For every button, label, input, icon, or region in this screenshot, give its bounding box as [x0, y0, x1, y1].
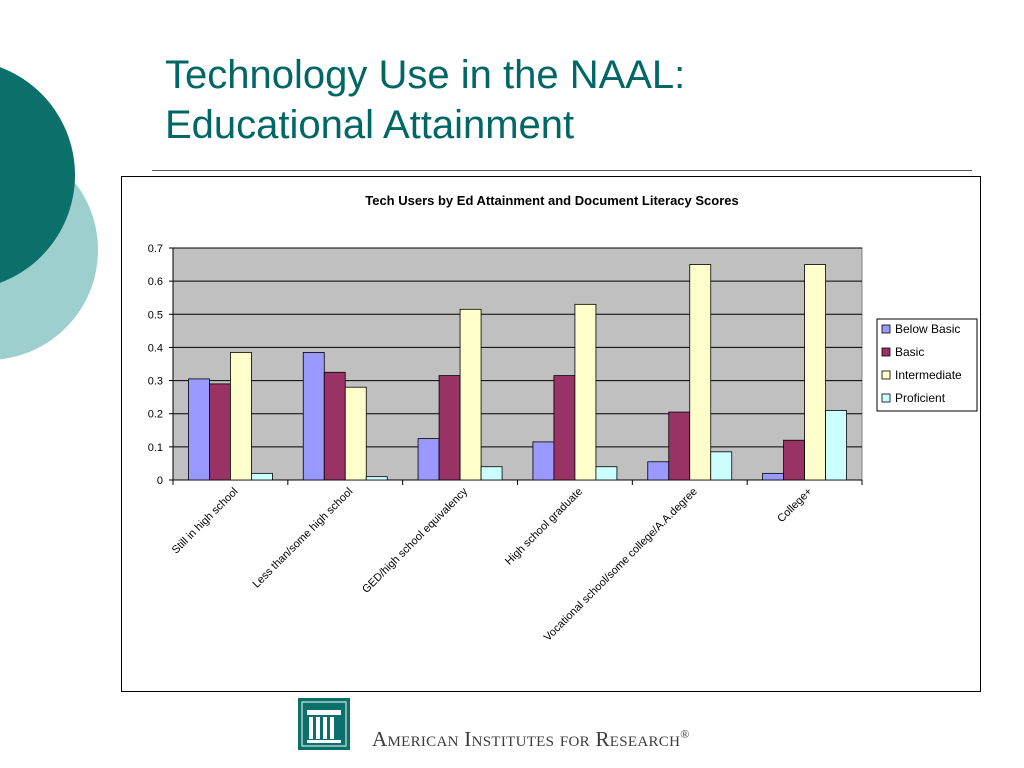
bar	[323, 371, 346, 481]
legend-swatch	[881, 324, 891, 334]
bar	[459, 308, 482, 481]
decorative-circles	[0, 67, 98, 360]
bar-chart: Tech Users by Ed Attainment and Document…	[148, 193, 978, 644]
y-tick-label: 0.2	[148, 409, 163, 421]
organization-name-text: American Institutes for Research	[372, 727, 681, 751]
chart-body: 0 0.1 0.2 0.3 0.4 0.5 0.6 0.7 Still in high scho…	[148, 243, 863, 644]
legend-label: Proficient	[895, 391, 946, 405]
legend-swatch	[881, 370, 891, 380]
x-tick-label: GED/high school equivalency	[360, 485, 470, 595]
x-tick-label: Still in high school	[170, 486, 241, 557]
bar	[825, 409, 847, 481]
y-tick-label: 0.4	[148, 342, 163, 354]
x-tick-label: College+	[775, 486, 814, 525]
x-tick-label: Less than/some high school	[250, 486, 355, 591]
dark-teal-circle	[0, 67, 75, 283]
legend-label: Intermediate	[895, 368, 962, 382]
bar	[710, 451, 733, 481]
bar	[668, 411, 691, 481]
y-tick-label: 0.6	[148, 276, 163, 288]
y-tick-label: 0.3	[148, 376, 163, 388]
bar	[689, 264, 712, 481]
y-tick-label: 0.1	[148, 442, 163, 454]
bar	[532, 441, 555, 481]
y-tick-label: 0.7	[148, 243, 163, 255]
legend-box	[876, 318, 978, 412]
bar	[647, 461, 670, 481]
bar	[762, 472, 784, 481]
slide-title-line-1: Technology Use in the NAAL:	[165, 53, 686, 97]
slide-title: Technology Use in the NAAL: Educational …	[165, 50, 685, 150]
bar	[553, 375, 576, 481]
chart-legend: Below Basic Basic Intermediate Proficient	[876, 318, 978, 412]
bar	[188, 378, 210, 481]
bar	[365, 476, 388, 481]
x-tick-label: High school graduate	[503, 486, 585, 568]
legend-swatch	[881, 347, 891, 357]
y-tick-label: 0	[157, 475, 163, 487]
legend-label: Below Basic	[895, 322, 960, 336]
bar	[574, 303, 597, 481]
bar	[417, 438, 440, 481]
bar	[209, 383, 231, 481]
legend-label: Basic	[895, 345, 924, 359]
bar	[344, 386, 367, 481]
chart-title: Tech Users by Ed Attainment and Document…	[365, 193, 739, 208]
bar	[480, 466, 503, 481]
chart-frame: Tech Users by Ed Attainment and Document…	[121, 176, 981, 692]
bar	[804, 264, 826, 481]
air-logo-icon	[298, 698, 350, 750]
organization-name: American Institutes for Research®	[372, 727, 690, 752]
slide-title-line-2: Educational Attainment	[165, 103, 575, 147]
bar	[251, 472, 273, 481]
bar	[302, 351, 325, 481]
y-tick-label: 0.5	[148, 309, 163, 321]
plot-area	[172, 247, 863, 481]
bar	[230, 351, 252, 481]
bar	[783, 439, 805, 481]
trademark-symbol: ®	[680, 727, 690, 741]
bar	[438, 375, 461, 481]
title-divider	[152, 170, 972, 171]
bar	[595, 466, 618, 481]
legend-swatch	[881, 393, 891, 403]
